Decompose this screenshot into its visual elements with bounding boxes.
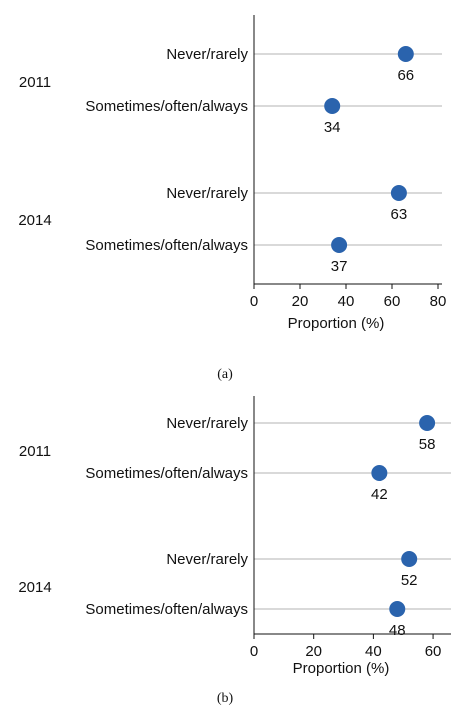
category-label: Sometimes/often/always xyxy=(85,98,248,115)
data-label: 48 xyxy=(389,622,406,639)
group-label-2014: 2014 xyxy=(18,579,51,596)
x-tick-label: 20 xyxy=(305,643,322,660)
x-tick-label: 60 xyxy=(384,293,401,310)
data-point xyxy=(389,601,406,617)
x-axis-label: Proportion (%) xyxy=(288,315,385,332)
x-tick-label: 60 xyxy=(425,643,442,660)
data-label: 37 xyxy=(331,258,348,275)
data-point xyxy=(401,551,418,567)
data-label: 58 xyxy=(419,436,436,453)
category-label: Never/rarely xyxy=(166,46,248,63)
data-point xyxy=(331,237,348,253)
data-point xyxy=(397,46,414,62)
category-label: Never/rarely xyxy=(166,551,248,568)
x-axis-label: Proportion (%) xyxy=(293,660,390,677)
data-label: 34 xyxy=(324,119,341,136)
data-label: 66 xyxy=(397,67,414,84)
group-label-2011: 2011 xyxy=(19,74,51,91)
data-point xyxy=(324,98,341,114)
group-label-2011: 2011 xyxy=(19,443,51,460)
x-tick-label: 0 xyxy=(250,293,258,310)
panel-a: 2011 Never/rarely Sometimes/often/always 20… xyxy=(18,15,446,382)
x-tick-label: 40 xyxy=(365,643,382,660)
data-label: 63 xyxy=(391,206,408,223)
panel-b: 2011 Never/rarely Sometimes/often/always 20… xyxy=(18,396,451,706)
data-point xyxy=(419,415,436,431)
data-point xyxy=(371,465,388,481)
x-tick-label: 40 xyxy=(338,293,355,310)
data-point xyxy=(390,185,407,201)
panel-caption: (a) xyxy=(217,367,233,382)
group-label-2014: 2014 xyxy=(18,212,51,229)
category-label: Never/rarely xyxy=(166,415,248,432)
x-tick-label: 20 xyxy=(292,293,309,310)
data-label: 52 xyxy=(401,572,418,589)
category-label: Never/rarely xyxy=(166,185,248,202)
data-label: 42 xyxy=(371,486,388,503)
x-tick-label: 0 xyxy=(250,643,258,660)
category-label: Sometimes/often/always xyxy=(85,237,248,254)
x-tick-label: 80 xyxy=(430,293,447,310)
category-label: Sometimes/often/always xyxy=(85,465,248,482)
panel-caption: (b) xyxy=(217,691,234,706)
category-label: Sometimes/often/always xyxy=(85,601,248,618)
